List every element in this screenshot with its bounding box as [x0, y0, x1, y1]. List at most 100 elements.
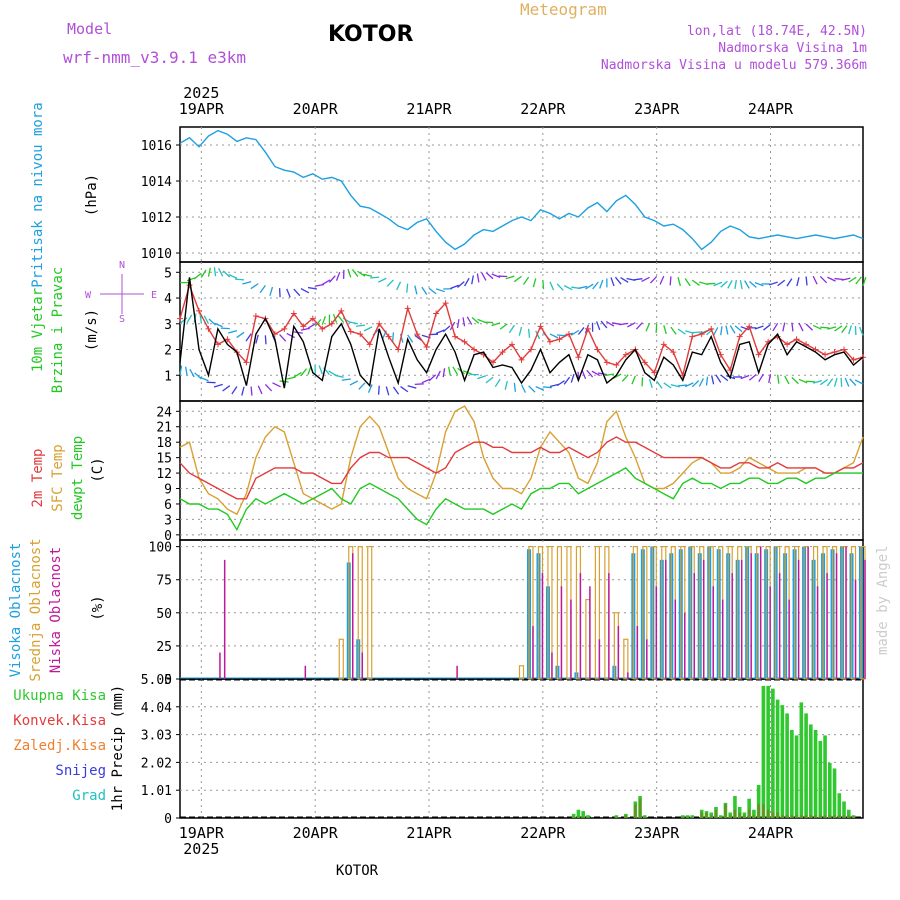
temp-label-2m: 2m Temp	[30, 448, 46, 507]
compass-s: S	[119, 314, 125, 325]
gust-marker	[622, 351, 629, 358]
cloud-bar-low	[304, 665, 307, 679]
model-label: Model	[67, 20, 113, 38]
model-altitude-text: Nadmorska Visina u modelu 579.366m	[600, 58, 867, 73]
cloud-bar-low	[589, 586, 591, 679]
gust-marker	[309, 315, 316, 322]
wind-arrow	[754, 325, 764, 330]
wind-arrow	[669, 276, 672, 286]
wind-arrow	[806, 380, 816, 383]
wind-arrow	[600, 320, 608, 329]
wind-arrow	[522, 276, 530, 285]
wind-arrow	[328, 275, 336, 283]
wind-arrow	[255, 334, 259, 344]
gust-marker	[850, 356, 857, 363]
cloud-bar-low	[646, 639, 648, 679]
wind-arrow	[385, 386, 390, 396]
precip-bar-total	[790, 729, 794, 818]
gust-marker	[689, 333, 696, 340]
y-tick-label: 21	[156, 421, 172, 436]
wind-arrow	[677, 277, 681, 287]
wind-arrow	[442, 325, 451, 333]
precip-bar-total	[747, 798, 751, 818]
gust-marker	[651, 369, 658, 376]
wind-arrow	[220, 327, 230, 330]
wind-arrow	[849, 378, 857, 386]
cloud-bar-low	[579, 573, 582, 679]
gust-marker	[641, 359, 648, 366]
cloud-bar-low	[665, 559, 667, 679]
wind-arrow	[549, 383, 559, 388]
wind-arrow	[692, 331, 702, 334]
wind-arrow	[293, 371, 302, 378]
wind-arrow	[691, 279, 700, 286]
wind-arrow	[386, 279, 394, 287]
dewpoint-line	[179, 467, 863, 532]
wind-arrow	[250, 386, 253, 396]
precip-bar-total	[752, 809, 756, 818]
wind-arrow	[189, 368, 195, 378]
y-tick-label: 1	[164, 369, 172, 384]
y-tick-label: 1010	[141, 247, 172, 262]
precip-bar-convective	[577, 816, 580, 818]
cloud-bar-low	[826, 573, 828, 679]
precip-bar-total	[775, 699, 780, 818]
y-tick-label: 6	[164, 498, 172, 513]
precip-bar-convective	[638, 798, 642, 818]
wind-arrow	[236, 331, 245, 339]
wind-arrow	[351, 269, 359, 277]
precip-bar-total	[832, 768, 837, 818]
precip-bar-convective	[634, 804, 637, 818]
y-tick-label: 1016	[141, 139, 172, 154]
gust-marker	[214, 341, 221, 348]
wind-arrow	[279, 380, 289, 383]
wind-arrow	[269, 286, 274, 296]
wind-arrow	[300, 327, 310, 331]
gust-marker	[347, 328, 354, 335]
precip-bar-total	[799, 702, 804, 818]
wind-arrow	[734, 325, 743, 333]
precip-bar-total	[576, 809, 581, 818]
wind-arrow	[314, 318, 322, 327]
wind-arrow	[791, 376, 799, 385]
wind-arrow	[307, 286, 318, 290]
wind-arrow	[691, 380, 700, 388]
wind-arrow	[656, 380, 663, 389]
wind-arrow	[428, 287, 437, 295]
top-day-label: 23APR	[634, 100, 680, 118]
cloud-bar-low	[655, 586, 658, 679]
precip-bar-convective	[833, 815, 836, 818]
wind-arrow	[218, 268, 224, 277]
precip-bar-convective	[762, 804, 765, 818]
precip-bar-convective	[842, 815, 846, 818]
wind-unit: (m/s)	[84, 309, 100, 351]
bottom-day-label: 22APR	[520, 824, 566, 842]
cloud-bar-low	[778, 573, 781, 679]
wind-arrow	[452, 366, 459, 375]
wind-arrow	[367, 384, 373, 393]
precip-legend-item: Konvek.Kisa	[13, 713, 106, 729]
y-tick-label: 25	[156, 640, 172, 655]
cloud-bar-low	[731, 573, 733, 679]
gust-marker	[376, 320, 383, 327]
y-tick-label: 18	[156, 436, 172, 451]
gust-marker	[546, 338, 553, 345]
precip-bar-convective	[686, 816, 689, 818]
bottom-day-label: 20APR	[293, 824, 339, 842]
wind-arrow	[768, 373, 772, 384]
wind-arrow	[776, 374, 780, 384]
cloud-bar-low	[598, 639, 601, 679]
precip-bar-convective	[586, 817, 590, 818]
gust-marker	[755, 351, 762, 358]
wind-arrow	[684, 382, 694, 388]
wind-arrow	[777, 279, 786, 287]
gust-marker	[717, 351, 724, 358]
wind-arrow	[179, 365, 183, 375]
compass-n: N	[119, 260, 125, 271]
wind-arrow	[407, 385, 417, 389]
cloud-bar-low	[864, 559, 866, 679]
precip-bar-convective	[643, 816, 647, 818]
wind-arrow	[720, 280, 728, 288]
wind-arrow	[466, 316, 473, 325]
wind-arrow	[549, 281, 555, 291]
